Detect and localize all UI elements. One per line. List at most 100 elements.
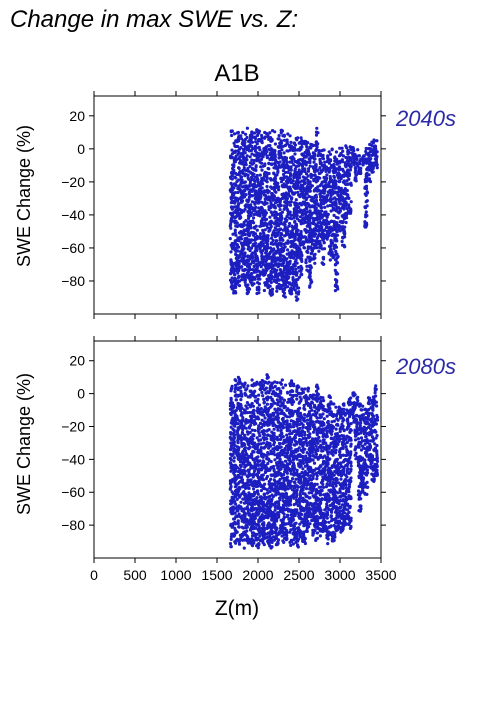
data-point: [229, 250, 233, 254]
data-point: [297, 219, 301, 223]
data-point: [314, 133, 319, 137]
data-point: [354, 168, 358, 172]
data-point: [242, 269, 246, 273]
data-point: [247, 287, 252, 291]
data-point: [260, 135, 264, 140]
data-point: [258, 534, 262, 538]
data-point: [245, 258, 250, 262]
data-point: [261, 259, 265, 263]
data-point: [278, 155, 282, 159]
data-point: [236, 522, 240, 526]
data-point: [304, 214, 308, 218]
data-point: [249, 478, 253, 482]
data-point: [318, 239, 322, 243]
data-point: [250, 140, 255, 144]
data-point: [324, 178, 328, 182]
data-point: [255, 380, 259, 384]
data-point: [279, 180, 284, 184]
data-point: [272, 185, 276, 189]
data-point: [234, 285, 238, 289]
data-point: [292, 239, 296, 243]
data-point: [337, 165, 341, 169]
data-point: [274, 280, 279, 284]
data-point: [289, 181, 293, 185]
data-point: [253, 146, 257, 150]
data-point: [239, 500, 243, 504]
data-point: [268, 131, 272, 135]
data-point: [240, 237, 244, 241]
data-point: [292, 250, 296, 254]
data-point: [363, 206, 368, 210]
data-point: [245, 458, 250, 462]
data-point: [268, 514, 272, 518]
data-point: [256, 274, 260, 278]
data-point: [228, 278, 233, 282]
data-point: [275, 519, 279, 523]
data-point: [271, 242, 275, 246]
data-point: [279, 398, 283, 402]
data-point: [347, 151, 351, 155]
data-point: [248, 213, 253, 217]
data-point: [317, 249, 321, 253]
data-point: [265, 238, 269, 242]
data-point: [233, 540, 237, 544]
data-point: [282, 406, 286, 410]
data-point: [236, 281, 240, 285]
data-point: [310, 204, 314, 208]
data-point: [281, 523, 285, 527]
data-point: [278, 454, 282, 458]
data-point: [280, 210, 284, 214]
data-point: [230, 199, 234, 203]
data-point: [251, 187, 255, 191]
data-point: [268, 506, 272, 510]
data-point: [238, 231, 242, 235]
data-point: [353, 177, 358, 181]
data-point: [266, 413, 270, 417]
data-point: [278, 259, 282, 263]
data-point: [269, 460, 273, 464]
data-point: [233, 160, 238, 164]
data-point: [304, 261, 308, 265]
data-point: [253, 441, 257, 445]
data-point: [279, 141, 284, 145]
data-point: [285, 455, 289, 459]
data-point: [294, 164, 298, 168]
data-point: [245, 406, 249, 410]
data-point: [253, 232, 258, 236]
data-point: [349, 200, 353, 204]
data-point: [327, 231, 331, 236]
data-point: [269, 178, 273, 182]
data-point: [248, 170, 252, 174]
data-point: [298, 256, 302, 260]
data-point: [308, 268, 312, 272]
data-point: [256, 210, 260, 214]
data-point: [293, 152, 297, 156]
data-point: [258, 539, 263, 543]
data-point: [345, 146, 349, 150]
data-point: [255, 496, 259, 500]
data-point: [233, 533, 237, 537]
data-point: [229, 220, 233, 224]
data-point: [278, 200, 282, 204]
data-point: [313, 261, 317, 265]
data-point: [367, 173, 371, 177]
data-point: [309, 281, 313, 285]
data-point: [281, 473, 285, 477]
data-point: [239, 464, 243, 468]
data-point: [341, 226, 345, 230]
data-point: [268, 252, 272, 256]
data-point: [314, 195, 319, 199]
data-point: [233, 201, 237, 205]
data-point: [307, 153, 311, 157]
data-point: [245, 271, 249, 275]
data-point: [275, 268, 279, 272]
data-point: [262, 433, 266, 437]
data-point: [250, 272, 254, 276]
data-point: [338, 197, 342, 201]
data-point: [246, 203, 250, 207]
data-point: [275, 536, 279, 541]
data-point: [266, 375, 270, 379]
data-point: [232, 429, 236, 433]
data-point: [238, 494, 242, 498]
data-point: [259, 265, 263, 269]
